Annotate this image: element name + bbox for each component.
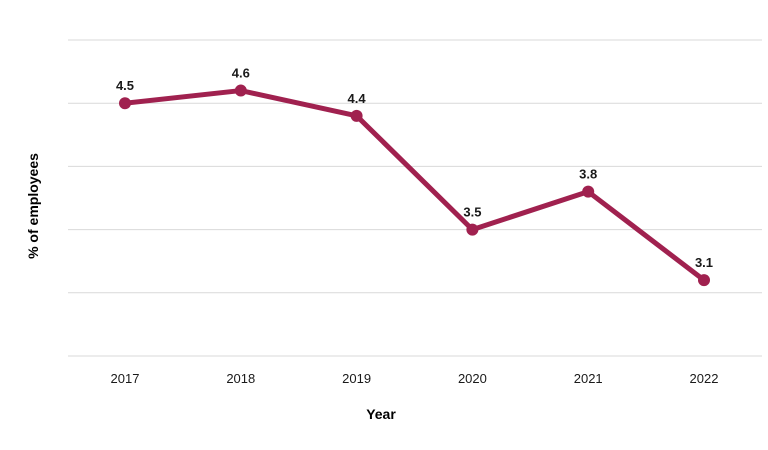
x-tick-2022: 2022 — [690, 371, 719, 386]
data-label-2020: 3.5 — [463, 205, 481, 220]
data-label-2022: 3.1 — [695, 255, 713, 270]
data-label-2018: 4.6 — [232, 66, 250, 81]
data-label-2017: 4.5 — [116, 78, 134, 93]
data-point-2018 — [234, 84, 247, 97]
data-point-2017 — [119, 97, 131, 110]
x-axis-title: Year — [366, 406, 396, 422]
x-tick-2019: 2019 — [342, 371, 371, 386]
data-point-2019 — [350, 109, 363, 122]
x-tick-2018: 2018 — [226, 371, 255, 386]
gridlines — [68, 39, 762, 357]
x-axis-ticks: 2017 2018 2019 2020 2021 2022 — [111, 371, 719, 386]
x-tick-2021: 2021 — [574, 371, 603, 386]
series-line-0 — [122, 88, 707, 283]
x-tick-2020: 2020 — [458, 371, 487, 386]
data-labels: 4.5 4.6 4.4 3.5 3.8 3.1 — [116, 66, 713, 271]
data-point-2022 — [698, 274, 710, 287]
x-tick-2017: 2017 — [111, 371, 140, 386]
data-label-2019: 4.4 — [348, 91, 367, 106]
data-point-2020 — [466, 223, 479, 236]
y-axis-title: % of employees — [25, 153, 41, 259]
data-points — [119, 84, 710, 287]
data-label-2021: 3.8 — [579, 167, 597, 182]
series-lines — [122, 88, 707, 283]
data-point-2021 — [582, 185, 595, 198]
